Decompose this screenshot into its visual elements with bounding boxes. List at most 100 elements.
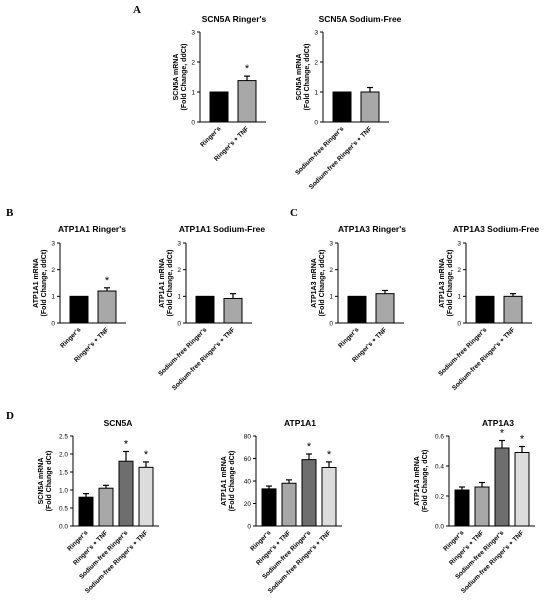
bar bbox=[223, 297, 243, 324]
y-axis-label-line: ATP1A3 mRNA bbox=[311, 258, 318, 308]
y-axis-label: ATP1A3 mRNA(Fold Change, ddCt) bbox=[439, 250, 454, 317]
category-label: Ringer's bbox=[199, 125, 222, 148]
y-axis-label-line: (Fold Change dCt) bbox=[229, 451, 236, 512]
bar bbox=[209, 91, 229, 123]
bar bbox=[474, 486, 490, 527]
significance-star: * bbox=[105, 275, 110, 287]
y-tick-label: 1 bbox=[457, 294, 461, 301]
category-label: Ringer's bbox=[59, 326, 82, 349]
category-label: Sodium-free Ringer's bbox=[157, 326, 209, 378]
y-tick-label: 0.6 bbox=[435, 433, 444, 440]
y-tick-label: 0 bbox=[314, 119, 318, 126]
chart-7: ATP1A1 0 20 40 60 80 ATP1A1 mRNA(Fold Change d… bbox=[221, 418, 342, 595]
y-axis-label-line: (Fold Change, dCt) bbox=[422, 450, 429, 513]
y-axis-label-line: ATP1A1 mRNA bbox=[221, 456, 228, 506]
bar bbox=[118, 460, 134, 527]
bar bbox=[375, 293, 395, 324]
y-tick-label: 0 bbox=[177, 320, 181, 327]
y-tick-label: 0 bbox=[329, 320, 333, 327]
panel-label-b: B bbox=[6, 207, 14, 219]
y-tick-label: 3 bbox=[51, 240, 55, 247]
y-axis-label: SCN5A mRNA(Fold Change, ddCt) bbox=[173, 44, 188, 111]
y-tick-label: 1 bbox=[329, 294, 333, 301]
bar bbox=[237, 80, 257, 123]
y-axis-label-line: ATP1A1 mRNA bbox=[159, 258, 166, 308]
chart-title: ATP1A1 Sodium-Free bbox=[179, 224, 266, 234]
significance-star: * bbox=[245, 63, 250, 75]
y-axis-label-line: ATP1A1 mRNA bbox=[33, 258, 40, 308]
y-tick-label: 2 bbox=[191, 59, 195, 66]
y-axis-label-line: SCN5A mRNA bbox=[38, 458, 45, 505]
chart-title: ATP1A3 bbox=[482, 418, 514, 428]
significance-star: * bbox=[500, 428, 505, 440]
bar bbox=[281, 482, 297, 527]
y-axis-label-line: (Fold Change, ddCt) bbox=[167, 250, 174, 317]
y-tick-label: 0.5 bbox=[59, 505, 68, 512]
bar bbox=[321, 467, 337, 527]
y-tick-label: 1 bbox=[177, 294, 181, 301]
bar bbox=[98, 487, 114, 527]
category-label: Ringer's bbox=[337, 326, 360, 349]
chart-8: ATP1A3 0.0 0.2 0.4 0.6 ATP1A3 mRNA(Fold Chang… bbox=[414, 418, 535, 595]
y-tick-label: 2 bbox=[51, 267, 55, 274]
bar bbox=[503, 295, 523, 324]
y-axis-label: SCN5A mRNA(Fold Change, ddCt) bbox=[296, 44, 311, 111]
y-tick-label: 2 bbox=[329, 267, 333, 274]
bar bbox=[195, 295, 215, 324]
bar bbox=[97, 290, 117, 324]
chart-title: SCN5A Ringer's bbox=[202, 14, 267, 24]
y-tick-label: 40 bbox=[244, 478, 252, 485]
category-label: Sodium-free Ringer's bbox=[437, 326, 489, 378]
y-axis-label-line: ATP1A3 mRNA bbox=[414, 456, 421, 506]
y-axis-label-line: (Fold Change, ddCt) bbox=[181, 44, 188, 111]
y-tick-label: 0 bbox=[457, 320, 461, 327]
y-axis-label: ATP1A1 mRNA(Fold Change, ddCt) bbox=[33, 250, 48, 317]
y-tick-label: 1 bbox=[314, 89, 318, 96]
y-tick-label: 2 bbox=[177, 267, 181, 274]
chart-0: SCN5A Ringer's 0 1 2 3 SCN5A mRNA(Fold Change… bbox=[173, 14, 267, 163]
category-label: Sodium-free Ringer's bbox=[294, 125, 346, 177]
significance-star: * bbox=[327, 449, 332, 461]
y-axis-label-line: ATP1A3 mRNA bbox=[439, 258, 446, 308]
y-axis-label-line: (Fold Change, ddCt) bbox=[447, 250, 454, 317]
chart-title: ATP1A1 Ringer's bbox=[58, 224, 126, 234]
y-axis-label-line: (Fold Change, ddCt) bbox=[319, 250, 326, 317]
chart-title: ATP1A1 bbox=[284, 418, 316, 428]
bar bbox=[454, 489, 470, 527]
y-tick-label: 1.5 bbox=[59, 469, 68, 476]
y-axis-label: ATP1A1 mRNA(Fold Change, ddCt) bbox=[159, 250, 174, 317]
bar bbox=[78, 496, 94, 527]
y-tick-label: 0.0 bbox=[435, 523, 444, 530]
y-tick-label: 1 bbox=[191, 89, 195, 96]
y-tick-label: 1 bbox=[51, 294, 55, 301]
chart-1: SCN5A Sodium-Free 0 1 2 3 SCN5A mRNA(Fold Cha… bbox=[294, 14, 402, 191]
bar bbox=[347, 295, 367, 324]
y-tick-label: 80 bbox=[244, 433, 252, 440]
bar bbox=[261, 488, 277, 527]
y-tick-label: 2 bbox=[457, 267, 461, 274]
chart-title: ATP1A3 Ringer's bbox=[338, 224, 406, 234]
y-tick-label: 3 bbox=[177, 240, 181, 247]
chart-title: SCN5A bbox=[104, 418, 133, 428]
panel-label-c: C bbox=[290, 207, 298, 219]
category-label: Sodium-free Ringer's + TNF bbox=[451, 326, 516, 391]
y-tick-label: 2 bbox=[314, 59, 318, 66]
y-tick-label: 3 bbox=[329, 240, 333, 247]
y-axis-label: SCN5A mRNA(Fold Change dCt) bbox=[38, 451, 53, 512]
y-tick-label: 1.0 bbox=[59, 487, 68, 494]
y-tick-label: 0.4 bbox=[435, 463, 444, 470]
bar bbox=[360, 91, 380, 123]
significance-star: * bbox=[144, 449, 149, 461]
y-axis-label: ATP1A3 mRNA(Fold Change, ddCt) bbox=[311, 250, 326, 317]
bar bbox=[69, 295, 89, 324]
y-tick-label: 0 bbox=[51, 320, 55, 327]
y-tick-label: 3 bbox=[314, 29, 318, 36]
y-tick-label: 0.2 bbox=[435, 493, 444, 500]
category-label: Sodium-free Ringer's + TNF bbox=[171, 326, 236, 391]
significance-star: * bbox=[124, 438, 129, 450]
y-tick-label: 2.5 bbox=[59, 433, 68, 440]
